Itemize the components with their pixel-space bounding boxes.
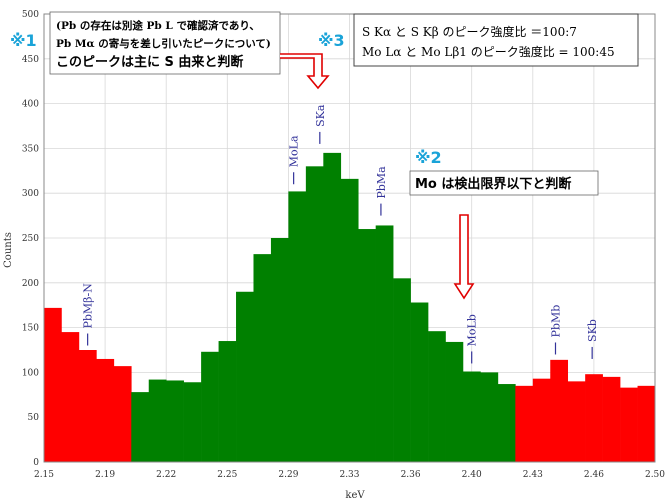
- note-mark-3: ※3: [318, 31, 345, 50]
- bar: [445, 341, 464, 462]
- bar: [567, 381, 586, 462]
- x-tick-label: 2.36: [401, 470, 421, 480]
- box1-line1: (Pb の存在は別途 Pb L で確認済であり、: [56, 19, 260, 32]
- bar: [480, 372, 499, 462]
- annotation-box-1: (Pb の存在は別途 Pb L で確認済であり、 Pb Mα の寄与を差し引いた…: [49, 11, 281, 75]
- bar: [270, 238, 289, 462]
- bar: [515, 385, 534, 462]
- peak-markers: PbMβ-N MoLa SKa PbMa MoLb PbMb SKb: [82, 104, 599, 364]
- bar: [550, 359, 569, 462]
- bar: [183, 382, 202, 462]
- annotation-box-3: S Kα と S Kβ のピーク強度比 ＝100:7 Mo Lα と Mo Lβ…: [353, 13, 639, 67]
- x-tick-label: 2.33: [339, 470, 359, 480]
- box1-line3: このピークは主に S 由来と判断: [56, 54, 243, 70]
- bar: [166, 380, 184, 462]
- bar: [253, 254, 272, 462]
- x-axis-title: keV: [345, 490, 365, 501]
- y-tick-label: 50: [28, 413, 40, 423]
- bar: [61, 332, 80, 462]
- bar: [201, 351, 219, 462]
- bar: [236, 291, 254, 462]
- bar: [393, 278, 411, 462]
- bar: [620, 387, 638, 462]
- bar: [428, 331, 446, 462]
- note-mark-2: ※2: [415, 148, 442, 167]
- bar: [375, 225, 394, 462]
- bar: [637, 385, 656, 462]
- bar: [113, 366, 132, 462]
- bar: [340, 178, 359, 462]
- y-tick-label: 350: [22, 144, 39, 154]
- y-axis-title: Counts: [3, 232, 14, 268]
- bar: [462, 371, 481, 462]
- x-tick-label: 2.40: [462, 470, 482, 480]
- bars: [44, 152, 656, 462]
- peak-marker-label: MoLb: [466, 314, 479, 346]
- box2-text: Mo は検出限界以下と判断: [415, 176, 571, 192]
- bar: [532, 378, 551, 462]
- bar: [148, 379, 167, 462]
- bar: [96, 358, 115, 462]
- y-tick-label: 250: [22, 234, 39, 244]
- y-tick-label: 0: [33, 458, 39, 468]
- bar: [305, 166, 324, 462]
- box3-line1: S Kα と S Kβ のピーク強度比 ＝100:7: [362, 24, 577, 39]
- y-tick-label: 200: [22, 279, 39, 289]
- arrow-right-down: [280, 53, 330, 90]
- peak-marker-label: MoLa: [288, 135, 301, 167]
- bar: [218, 341, 237, 462]
- peak-marker-label: SKa: [314, 104, 327, 127]
- bar: [602, 376, 621, 462]
- x-tick-label: 2.22: [156, 470, 176, 480]
- peak-marker-label: PbMβ-N: [82, 283, 95, 329]
- bar: [585, 374, 603, 462]
- bar: [497, 384, 516, 462]
- peak-marker-label: PbMa: [375, 166, 388, 199]
- box3-line2: Mo Lα と Mo Lβ1 のピーク強度比 = 100:45: [362, 44, 615, 59]
- x-tick-label: 2.50: [645, 470, 665, 480]
- bar: [44, 307, 62, 462]
- box1-line2: Pb Mα の寄与を差し引いたピークについて): [56, 37, 271, 50]
- y-tick-label: 400: [22, 100, 39, 110]
- y-tick-label: 100: [22, 368, 39, 378]
- bar: [288, 191, 307, 462]
- x-tick-label: 2.29: [278, 470, 298, 480]
- bar: [131, 392, 150, 462]
- bar: [358, 229, 376, 462]
- x-tick-label: 2.19: [95, 470, 115, 480]
- x-tick-label: 2.25: [217, 470, 237, 480]
- bar: [323, 152, 342, 462]
- y-tick-label: 150: [22, 324, 39, 334]
- arrow-down: [453, 214, 475, 300]
- plot-frame: [43, 13, 656, 463]
- annotation-box-2: Mo は検出限界以下と判断: [409, 170, 599, 196]
- bar: [410, 302, 429, 462]
- bar: [78, 350, 97, 462]
- y-tick-label: 300: [22, 189, 39, 199]
- x-tick-label: 2.46: [584, 470, 604, 480]
- tick-labels: 0 50 100 150 200 250 300 350 400 450 500 2.15 2.19 2.…: [22, 10, 665, 480]
- x-tick-label: 2.15: [34, 470, 54, 480]
- y-tick-label: 500: [22, 10, 39, 20]
- peak-marker-label: PbMb: [549, 305, 562, 338]
- note-mark-1: ※1: [10, 31, 37, 50]
- y-tick-label: 450: [22, 55, 39, 65]
- axes: [43, 13, 656, 463]
- x-tick-label: 2.43: [523, 470, 543, 480]
- peak-marker-label: SKb: [586, 319, 599, 342]
